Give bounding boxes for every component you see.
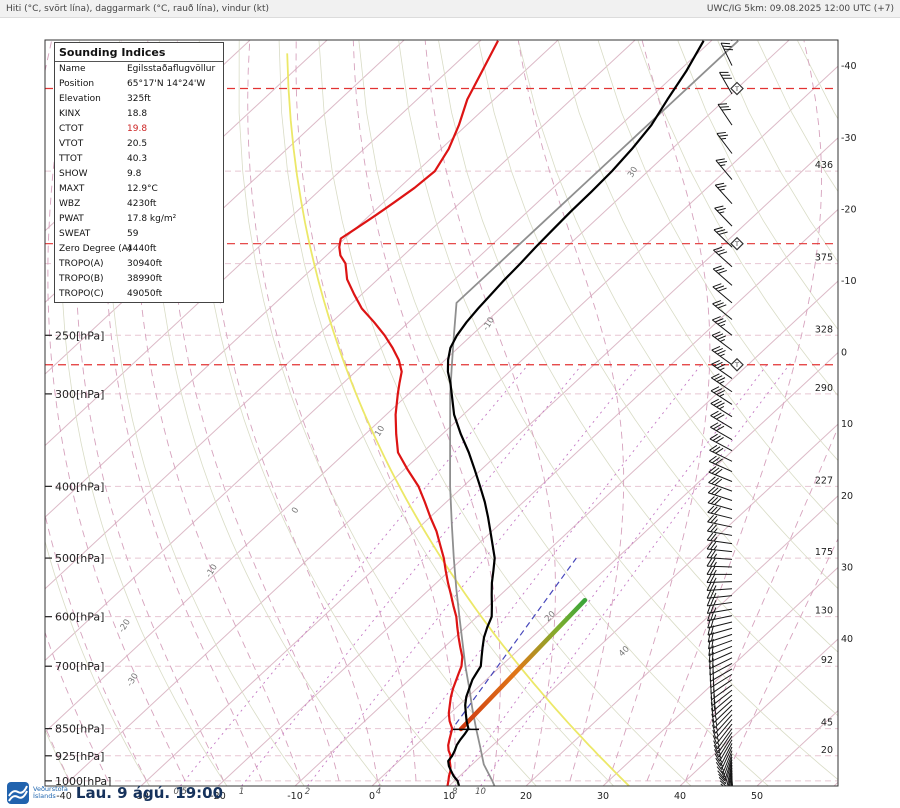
index-row-elevation: Elevation 325ft (59, 94, 151, 104)
index-row-tropo-c-: TROPO(C) 49050ft (59, 289, 163, 299)
legend-text: Hiti (°C, svört lína), daggarmark (°C, r… (6, 3, 270, 14)
svg-text:40: 40 (617, 644, 632, 659)
svg-text:1: 1 (239, 787, 244, 797)
svg-text:20: 20 (543, 609, 558, 624)
svg-text:-20: -20 (210, 791, 226, 802)
svg-text:2: 2 (305, 787, 310, 797)
svg-text:-10: -10 (204, 563, 220, 580)
index-row-zero-degree-a-: Zero Degree (A) 4440ft (59, 244, 157, 254)
svg-text:T: T (734, 361, 739, 369)
model-run-text: UWC/IG 5km: 09.08.2025 12:00 UTC (+7) (706, 3, 894, 14)
top-bar: Hiti (°C, svört lína), daggarmark (°C, r… (0, 0, 900, 18)
svg-text:600[hPa]: 600[hPa] (55, 611, 104, 624)
svg-text:-20: -20 (117, 618, 133, 635)
svg-text:-30: -30 (133, 791, 149, 802)
svg-text:-10: -10 (481, 316, 497, 333)
plot-frame (44, 39, 839, 787)
svg-text:300[hPa]: 300[hPa] (55, 388, 104, 401)
svg-text:30: 30 (626, 165, 640, 179)
svg-text:-40: -40 (56, 791, 72, 802)
svg-text:0.5: 0.5 (173, 787, 187, 797)
sounding-indices-panel: Sounding Indices Name Egilsstaðaflugvöllu… (54, 42, 224, 303)
svg-text:500[hPa]: 500[hPa] (55, 552, 104, 565)
svg-text:328: 328 (815, 324, 833, 335)
svg-text:40: 40 (841, 634, 853, 645)
svg-text:8: 8 (452, 787, 458, 797)
svg-text:0: 0 (369, 791, 375, 802)
svg-text:20: 20 (520, 791, 532, 802)
svg-text:-30: -30 (841, 133, 857, 144)
svg-text:1000[hPa]: 1000[hPa] (55, 775, 111, 788)
svg-text:30: 30 (597, 791, 609, 802)
svg-text:700[hPa]: 700[hPa] (55, 660, 104, 673)
svg-text:30: 30 (841, 562, 853, 573)
svg-text:40: 40 (674, 791, 686, 802)
index-row-maxt: MAXT 12.9°C (59, 184, 158, 194)
svg-text:130: 130 (815, 606, 833, 617)
svg-text:436: 436 (815, 160, 833, 171)
svg-text:-40: -40 (841, 61, 857, 72)
svg-text:50: 50 (751, 791, 763, 802)
svg-text:925[hPa]: 925[hPa] (55, 750, 104, 763)
svg-text:T: T (734, 85, 739, 93)
svg-text:10: 10 (373, 424, 387, 438)
svg-text:-20: -20 (841, 204, 857, 215)
svg-text:20: 20 (821, 745, 833, 756)
svg-text:0: 0 (290, 506, 301, 516)
svg-text:10: 10 (475, 787, 486, 797)
index-row-sweat: SWEAT 59 (59, 229, 139, 239)
wind-barbs (706, 40, 734, 786)
index-row-ctot: CTOT 19.8 (59, 124, 148, 134)
index-row-position: Position 65°17'N 14°24'W (59, 79, 206, 89)
svg-text:-10: -10 (287, 791, 303, 802)
index-row-show: SHOW 9.8 (59, 169, 142, 179)
svg-text:375: 375 (815, 253, 833, 264)
svg-text:20: 20 (841, 491, 853, 502)
index-row-name: Name Egilsstaðaflugvöllur (59, 64, 216, 74)
svg-text:10: 10 (443, 791, 455, 802)
svg-text:92: 92 (821, 655, 833, 666)
svg-text:250[hPa]: 250[hPa] (55, 329, 104, 342)
svg-text:T: T (734, 240, 739, 248)
svg-text:-30: -30 (125, 672, 141, 689)
svg-text:10: 10 (841, 419, 853, 430)
svg-text:290: 290 (815, 383, 833, 394)
sounding-curves (286, 40, 739, 786)
indices-title: Sounding Indices (55, 43, 223, 62)
svg-text:227: 227 (815, 475, 833, 486)
svg-text:850[hPa]: 850[hPa] (55, 723, 104, 736)
index-row-tropo-a-: TROPO(A) 30940ft (59, 259, 163, 269)
svg-text:45: 45 (821, 718, 833, 729)
index-row-wbz: WBZ 4230ft (59, 199, 157, 209)
index-row-vtot: VTOT 20.5 (59, 139, 148, 149)
svg-text:0: 0 (841, 348, 847, 359)
index-row-pwat: PWAT 17.8 kg/m² (59, 214, 177, 224)
grid-lines (45, 40, 838, 786)
index-row-ttot: TTOT 40.3 (59, 154, 148, 164)
svg-text:-10: -10 (841, 276, 857, 287)
index-row-tropo-b-: TROPO(B) 38990ft (59, 274, 163, 284)
axis-labels: 250[hPa] 300[hPa] 400[hPa] 500[hPa] 600[hPa]… (45, 61, 857, 802)
tropopause-markers: T T T (730, 81, 744, 372)
svg-text:4: 4 (376, 787, 381, 797)
svg-text:400[hPa]: 400[hPa] (55, 480, 104, 493)
svg-text:175: 175 (815, 547, 833, 558)
index-row-kinx: KINX 18.8 (59, 109, 148, 119)
indices-rows: Name Egilsstaðaflugvöllur Position 65°17'N … (55, 62, 223, 302)
